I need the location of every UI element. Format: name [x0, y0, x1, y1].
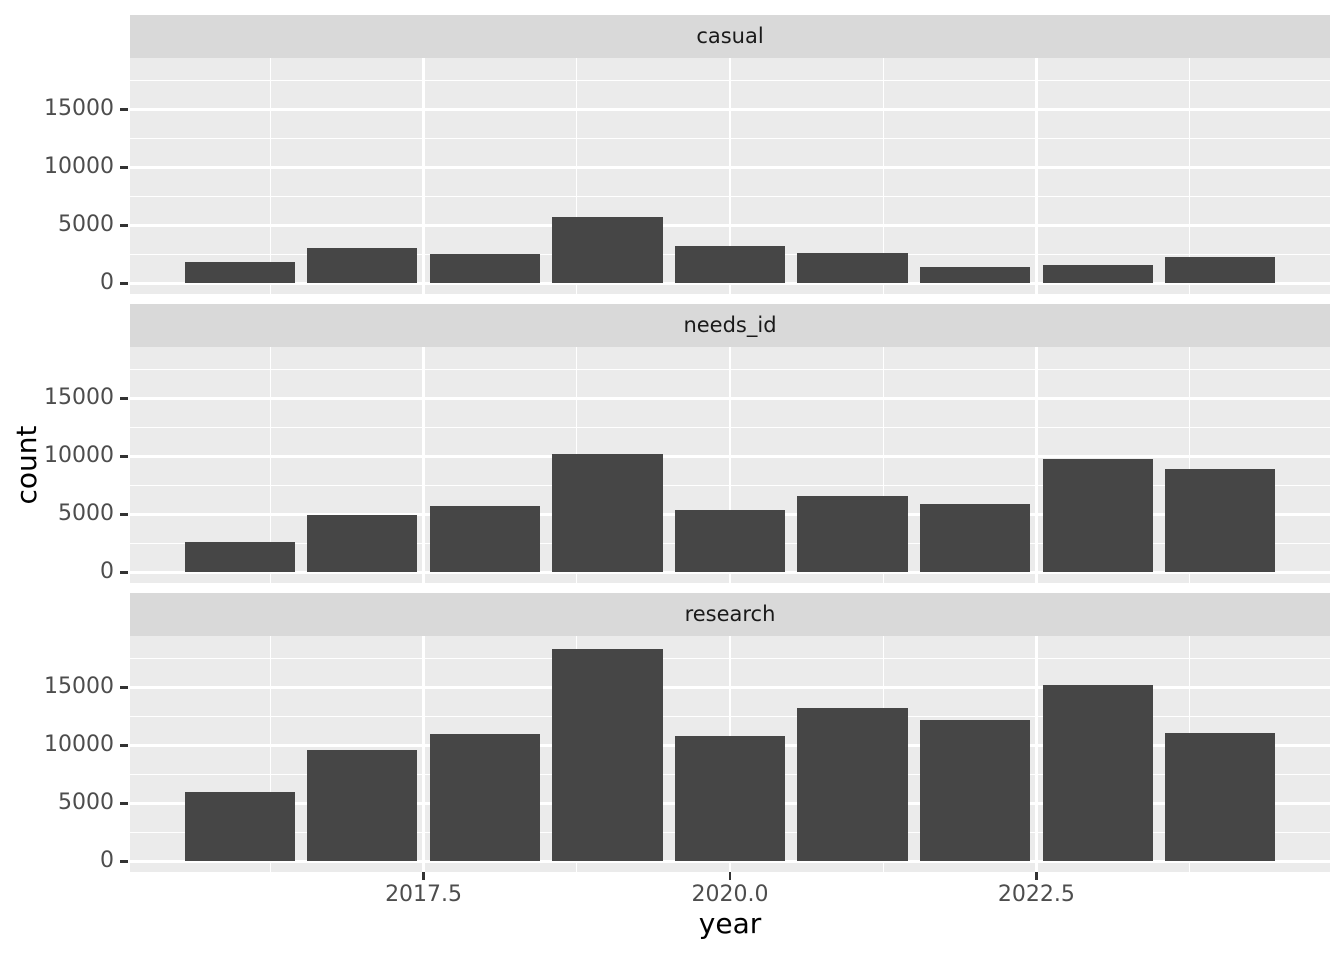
- bar-casual-2021: [797, 253, 908, 284]
- bar-research-2018: [429, 733, 540, 862]
- x-tick-mark: [422, 872, 425, 880]
- y-tick-label: 10000: [44, 732, 114, 758]
- gridline-x-major: [1035, 636, 1038, 872]
- bar-needs_id-2017: [307, 515, 418, 573]
- y-tick-mark: [120, 455, 128, 458]
- y-tick-label: 15000: [44, 96, 114, 122]
- gridline-x-minor: [269, 58, 271, 294]
- y-tick-label: 0: [100, 559, 114, 585]
- gridline-x-minor: [269, 347, 271, 583]
- bar-research-2019: [552, 649, 663, 862]
- bar-needs_id-2019: [552, 453, 663, 573]
- gridline-x-major: [422, 58, 425, 294]
- x-tick-mark: [1035, 872, 1038, 880]
- bar-needs_id-2020: [674, 509, 786, 573]
- bar-research-2023: [1042, 684, 1153, 862]
- gridline-x-major: [728, 347, 732, 583]
- bar-casual-2019: [552, 217, 663, 284]
- y-tick-mark: [120, 224, 128, 227]
- x-tick-mark: [728, 872, 732, 880]
- facet-panel-research: [130, 636, 1330, 872]
- gridline-x-major: [422, 636, 425, 872]
- bar-needs_id-2024: [1165, 469, 1276, 573]
- y-tick-mark: [120, 860, 128, 863]
- gridline-x-major: [1035, 58, 1038, 294]
- y-tick-label: 5000: [58, 790, 114, 816]
- gridline-x-minor: [269, 636, 271, 872]
- x-tick-label: 2022.5: [997, 882, 1075, 907]
- y-tick-mark: [120, 166, 128, 169]
- y-tick-label: 10000: [44, 443, 114, 469]
- bar-research-2021: [797, 708, 908, 862]
- bar-casual-2024: [1165, 257, 1276, 284]
- bar-needs_id-2016: [184, 542, 295, 573]
- y-tick-mark: [120, 571, 128, 574]
- facet-strip-label: needs_id: [683, 313, 777, 337]
- bar-needs_id-2023: [1042, 458, 1153, 573]
- facet-strip-research: research: [130, 593, 1330, 636]
- facet-strip-label: casual: [696, 24, 764, 48]
- bar-casual-2020: [674, 245, 786, 284]
- bar-needs_id-2021: [797, 495, 908, 573]
- gridline-x-minor: [1189, 347, 1191, 583]
- y-tick-label: 15000: [44, 385, 114, 411]
- y-tick-mark: [120, 282, 128, 285]
- bar-casual-2018: [429, 254, 540, 284]
- bar-needs_id-2022: [919, 503, 1031, 573]
- facet-panel-casual: [130, 58, 1330, 294]
- y-tick-mark: [120, 397, 128, 400]
- x-tick-label: 2017.5: [385, 882, 463, 907]
- bar-research-2016: [184, 791, 295, 862]
- y-tick-mark: [120, 802, 128, 805]
- bar-casual-2017: [307, 247, 418, 284]
- y-tick-label: 5000: [58, 212, 114, 238]
- facet-panel-needs-id: [130, 347, 1330, 583]
- gridline-x-minor: [882, 58, 884, 294]
- y-tick-mark: [120, 513, 128, 516]
- gridline-x-minor: [1189, 58, 1191, 294]
- facet-strip-label: research: [684, 602, 776, 626]
- y-tick-label: 0: [100, 848, 114, 874]
- x-axis-title: year: [698, 907, 762, 940]
- bar-research-2022: [919, 719, 1031, 862]
- bar-casual-2016: [184, 261, 295, 284]
- gridline-x-minor: [576, 58, 578, 294]
- y-tick-mark: [120, 686, 128, 689]
- bar-research-2020: [674, 736, 786, 862]
- y-tick-mark: [120, 744, 128, 747]
- y-tick-mark: [120, 108, 128, 111]
- x-tick-label: 2020.0: [691, 882, 769, 907]
- facet-strip-casual: casual: [130, 15, 1330, 58]
- gridline-x-major: [422, 347, 425, 583]
- y-tick-label: 10000: [44, 154, 114, 180]
- y-tick-label: 0: [100, 270, 114, 296]
- bar-casual-2023: [1042, 265, 1153, 284]
- bar-research-2024: [1165, 732, 1276, 862]
- bar-casual-2022: [919, 267, 1031, 284]
- y-tick-label: 15000: [44, 674, 114, 700]
- bar-needs_id-2018: [429, 506, 540, 573]
- gridline-x-major: [1035, 347, 1038, 583]
- bar-research-2017: [307, 749, 418, 862]
- facet-strip-needs-id: needs_id: [130, 304, 1330, 347]
- gridline-x-minor: [882, 347, 884, 583]
- y-tick-label: 5000: [58, 501, 114, 527]
- gridline-x-major: [728, 58, 732, 294]
